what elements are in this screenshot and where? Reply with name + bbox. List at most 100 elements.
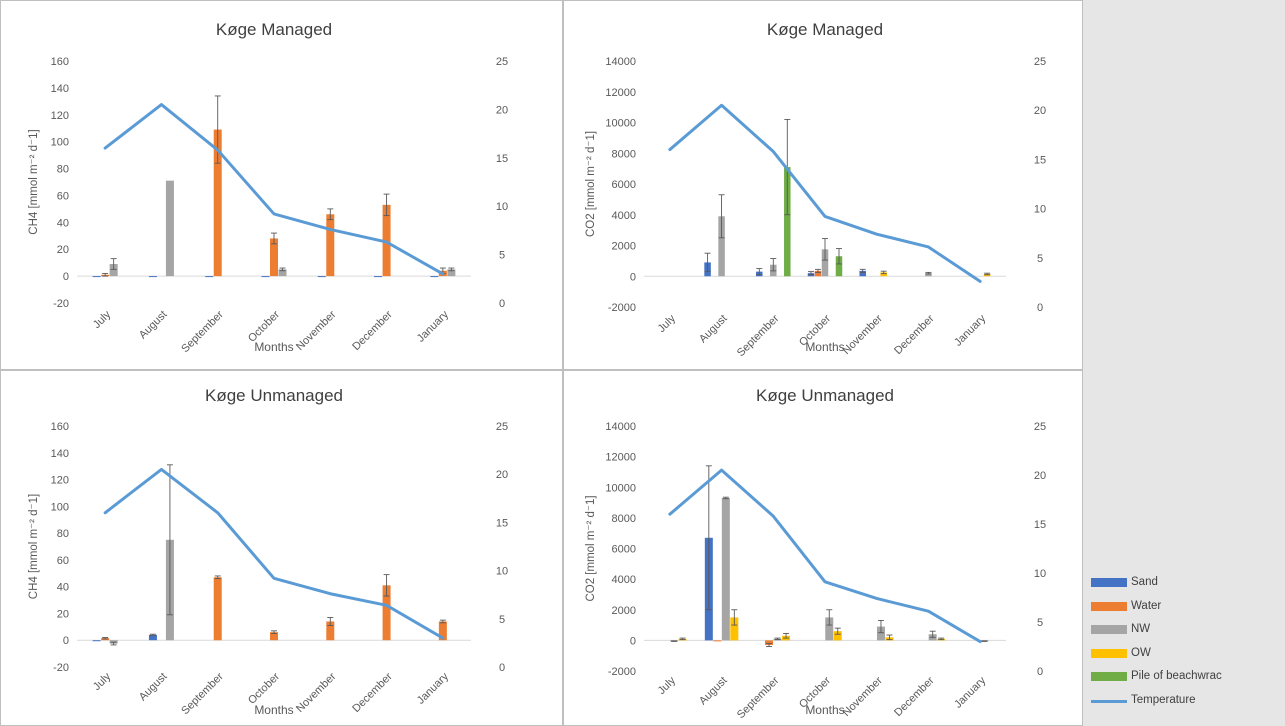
chart-title: Køge Managed — [767, 20, 883, 39]
error-bar-water-october — [815, 268, 821, 273]
x-tick-label-january: January — [952, 312, 989, 349]
bar-water-november — [326, 621, 335, 641]
error-bar-ow-july — [679, 637, 686, 641]
chart-title: Køge Unmanaged — [756, 386, 894, 405]
error-bar-water-september — [766, 642, 773, 647]
y-tick-label: 100 — [51, 501, 69, 513]
x-tick-label-december: December — [892, 674, 937, 719]
y2-tick-label: 5 — [1037, 253, 1043, 265]
chart-panel-koge-unmanaged-ch4: Køge Unmanaged -20 0 20 40 60 80 100 120 140 160 0 5… — [0, 370, 563, 726]
bar-water-august — [713, 640, 722, 642]
error-bar-sand-november — [859, 268, 866, 273]
bar-nw-december — [925, 273, 932, 277]
x-tick-label-august: August — [697, 675, 730, 708]
y-tick-label: 10000 — [605, 482, 636, 494]
bar-sand-november — [859, 270, 866, 277]
y-tick-label: 12000 — [605, 452, 636, 464]
y-tick-label: 160 — [51, 421, 69, 433]
bar-nw-october — [278, 269, 287, 277]
y-tick-label: 20 — [57, 244, 69, 256]
bar-sand-august — [148, 276, 157, 278]
error-bar-water-january — [439, 619, 446, 624]
y-tick-label: 120 — [51, 475, 69, 487]
y2-tick-label: 25 — [1034, 421, 1046, 433]
error-bar-nw-september — [770, 258, 777, 272]
x-tick-label-january: January — [415, 670, 452, 707]
y-axis-label: CO2 [mmol m⁻² d⁻1] — [585, 131, 597, 237]
legend-swatch — [1091, 601, 1127, 611]
y2-tick-label: 20 — [496, 469, 508, 481]
y-tick-label: 12000 — [605, 87, 636, 99]
error-bar-ow-october — [834, 627, 841, 635]
y2-tick-label: 15 — [496, 153, 508, 165]
y-tick-label: 6000 — [612, 179, 636, 191]
legend-label: OW — [1131, 646, 1151, 659]
bar-sand-august — [148, 634, 157, 641]
bar-nw-october — [821, 249, 829, 277]
x-tick-label-november: November — [840, 312, 885, 357]
error-bar-nw-september — [774, 637, 781, 641]
y-tick-label: 0 — [63, 635, 69, 647]
x-tick-label-august: August — [137, 671, 170, 704]
y-tick-label: -20 — [53, 298, 69, 310]
x-axis-label: Months — [805, 340, 844, 354]
error-bar-water-december — [383, 574, 390, 597]
y2-tick-label: 25 — [1034, 56, 1046, 68]
y-tick-label: 60 — [57, 190, 69, 202]
y2-tick-label: 15 — [1034, 154, 1046, 166]
error-bar-nw-december — [925, 271, 932, 275]
error-bar-ow-january — [984, 272, 991, 276]
y-tick-label: -2000 — [608, 302, 636, 314]
bar-water-november — [326, 214, 335, 277]
y-tick-label: -2000 — [608, 666, 636, 678]
x-axis-label: Months — [805, 703, 844, 717]
legend-label: NW — [1131, 623, 1151, 635]
bar-water-january — [438, 621, 447, 641]
y-tick-label: -20 — [53, 662, 69, 674]
y-tick-label: 14000 — [605, 56, 636, 68]
y-tick-label: 40 — [57, 582, 69, 594]
chart-panel-koge-managed-co2: Køge Managed -2000 0 2000 4000 6000 8000 10000 1… — [563, 0, 1083, 370]
y-tick-label: 8000 — [612, 513, 636, 525]
error-bar-water-november — [327, 208, 334, 221]
y2-tick-label: 20 — [1034, 470, 1046, 482]
error-bar-water-december — [383, 193, 390, 217]
y-tick-label: 160 — [51, 56, 69, 68]
error-bar-ow-november — [880, 270, 887, 275]
y-tick-label: 80 — [57, 528, 69, 540]
bar-ow-november — [880, 272, 887, 277]
y-tick-label: 140 — [51, 448, 69, 460]
y-tick-label: 0 — [630, 635, 636, 647]
y2-tick-label: 0 — [1037, 302, 1043, 314]
bar-sand-january — [430, 276, 439, 278]
y2-tick-label: 15 — [1034, 519, 1046, 531]
x-tick-label-september: September — [179, 308, 226, 355]
x-tick-label-december: December — [350, 670, 395, 715]
x-tick-label-january: January — [952, 674, 989, 711]
y2-tick-label: 25 — [496, 421, 508, 433]
error-bar-nw-august — [718, 194, 725, 239]
y2-tick-label: 20 — [496, 104, 508, 116]
chart-svg: Køge Managed -2000 0 2000 4000 6000 8000 10000 1… — [585, 20, 1046, 359]
bar-nw-august — [721, 497, 730, 641]
y-tick-label: 60 — [57, 555, 69, 567]
x-tick-label-september: September — [735, 674, 782, 721]
bar-sand-october — [261, 276, 270, 278]
error-bar-ow-december — [938, 637, 945, 641]
error-bar-nw-july — [671, 640, 678, 642]
x-axis-label: Months — [254, 340, 293, 354]
y-axis-label: CH4 [mmol m⁻² d⁻1] — [28, 494, 40, 599]
y-tick-label: 20 — [57, 608, 69, 620]
chart-panel-koge-unmanaged-co2: Køge Unmanaged -2000 0 2000 4000 6000 8000 1000… — [563, 370, 1083, 726]
error-bar-nw-july — [110, 641, 117, 646]
x-tick-label-october: October — [246, 670, 282, 706]
bar-water-october — [814, 270, 822, 277]
series-line-temperature — [103, 467, 445, 640]
error-bar-sand-august — [705, 465, 712, 611]
y-tick-label: 100 — [51, 137, 69, 149]
y2-tick-label: 5 — [499, 250, 505, 262]
y2-tick-label: 10 — [1034, 204, 1046, 216]
y2-tick-label: 0 — [499, 662, 505, 674]
legend-swatch — [1091, 578, 1127, 587]
